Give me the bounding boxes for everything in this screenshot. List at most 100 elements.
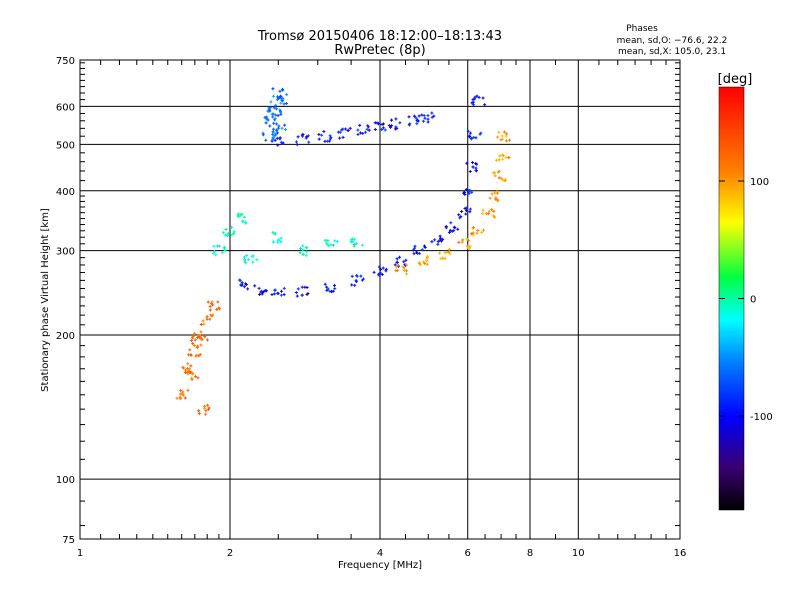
data-point (464, 209, 468, 213)
data-point (468, 210, 472, 214)
data-point (481, 228, 485, 232)
x-tick-label: 1 (77, 548, 83, 559)
data-point (197, 412, 201, 416)
data-point (301, 252, 305, 256)
data-point (422, 260, 426, 264)
data-point (192, 343, 196, 347)
data-point (490, 208, 494, 212)
data-point (477, 95, 481, 99)
axis-ticks (80, 60, 680, 539)
x-tick-label: 2 (227, 548, 233, 559)
data-point (204, 412, 208, 416)
data-point (423, 116, 427, 120)
chart-subtitle: RwPretec (8p) (334, 43, 425, 58)
data-point (278, 89, 282, 93)
data-point (317, 132, 321, 136)
data-point (264, 121, 268, 125)
data-point (273, 292, 277, 296)
data-point (366, 124, 370, 128)
data-point (305, 293, 309, 297)
data-point (493, 174, 497, 178)
data-point (464, 188, 468, 192)
data-point (215, 307, 219, 311)
data-point (415, 119, 419, 123)
data-point (335, 240, 339, 244)
data-point (343, 127, 347, 131)
data-point (471, 165, 475, 169)
data-point (379, 267, 383, 271)
data-point (404, 272, 408, 276)
data-point (207, 407, 211, 411)
data-point (276, 291, 280, 295)
data-point (300, 133, 304, 137)
data-point (271, 127, 275, 131)
y-tick-label: 75 (62, 535, 75, 546)
data-point (282, 102, 286, 106)
data-point (438, 238, 442, 242)
data-point (295, 294, 299, 298)
data-point (466, 129, 470, 133)
data-point (298, 250, 302, 254)
data-point (417, 251, 421, 255)
data-point (261, 133, 265, 137)
data-point (445, 251, 449, 255)
data-point (359, 274, 363, 278)
data-point (189, 339, 193, 343)
data-point (276, 240, 280, 244)
data-point (190, 371, 194, 375)
data-point (380, 128, 384, 132)
data-point (497, 169, 501, 173)
data-point (426, 117, 430, 121)
data-point (278, 137, 282, 141)
data-point (394, 125, 398, 129)
data-point (426, 114, 430, 118)
data-point (296, 287, 300, 291)
data-point (242, 285, 246, 289)
data-point (280, 142, 284, 146)
data-point (237, 215, 241, 219)
phase-x-line: mean, sd,X: 105.0, 23.1 (618, 47, 726, 57)
data-point (273, 117, 277, 121)
data-point (253, 284, 257, 288)
data-point (500, 153, 504, 157)
data-point (275, 122, 279, 126)
data-point (465, 237, 469, 241)
data-point (471, 233, 475, 237)
data-point (460, 240, 464, 244)
data-point (240, 281, 244, 285)
data-point (468, 244, 472, 248)
data-point (301, 244, 305, 248)
data-point (457, 213, 461, 217)
data-point (200, 338, 204, 342)
data-point (276, 238, 280, 242)
data-point (405, 263, 409, 267)
data-point (415, 122, 419, 126)
data-point (447, 247, 451, 251)
data-point (468, 207, 472, 211)
data-point (447, 230, 451, 234)
data-point (306, 134, 310, 138)
data-point (244, 261, 248, 265)
data-point (503, 179, 507, 183)
data-point (388, 125, 392, 129)
data-point (468, 170, 472, 174)
data-point (447, 250, 451, 254)
data-point (276, 126, 280, 130)
data-point (341, 135, 345, 139)
data-point (282, 293, 286, 297)
data-point (425, 262, 429, 266)
data-point (438, 234, 442, 238)
data-point (467, 134, 471, 138)
data-point (377, 272, 381, 276)
data-point (295, 143, 299, 147)
data-point (340, 128, 344, 132)
data-point (181, 365, 185, 369)
data-point (269, 105, 273, 109)
data-point (504, 134, 508, 138)
data-point (474, 136, 478, 140)
data-point (274, 107, 278, 111)
data-point (352, 244, 356, 248)
data-point (350, 274, 354, 278)
data-point (333, 239, 337, 243)
data-point (426, 120, 430, 124)
